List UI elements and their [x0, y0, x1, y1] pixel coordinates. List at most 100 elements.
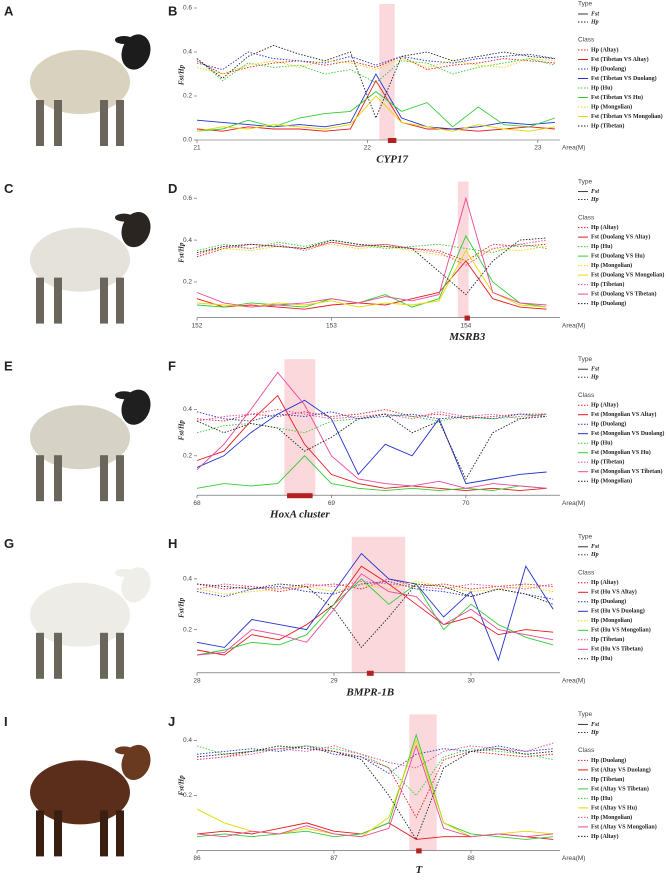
series-line: [196, 413, 547, 480]
sheep-leg: [116, 100, 124, 146]
x-tick-label: 87: [330, 855, 338, 862]
x-tick-label: 88: [467, 855, 475, 862]
sheep-leg: [54, 810, 62, 857]
sheep-leg: [36, 455, 44, 502]
legend-label: Fst (Altay VS Duolang): [591, 766, 651, 773]
image-panel-letter: C: [4, 181, 14, 196]
type-legend-label: Hp: [590, 197, 599, 203]
sheep-body: [30, 582, 130, 647]
image-panel-letter: I: [4, 714, 8, 729]
series-line: [196, 745, 554, 797]
sheep-leg: [54, 455, 62, 502]
type-legend-label: Hp: [590, 730, 599, 736]
type-legend-title: Type: [578, 534, 592, 541]
highlight-region: [351, 536, 406, 673]
series-line: [196, 234, 547, 308]
series-line: [196, 578, 554, 656]
legend-label: Hp (Tibetan): [591, 636, 624, 643]
sheep-ear: [115, 213, 133, 222]
type-legend-title: Type: [578, 711, 592, 718]
legend-label: Hp (Duolang): [591, 300, 626, 307]
highlight-region: [457, 181, 469, 318]
series-line: [196, 196, 547, 308]
x-tick-label: 153: [326, 322, 337, 329]
sheep-ear: [115, 746, 133, 755]
legend-label: Hp (Duolang): [591, 421, 626, 428]
legend-label: Fst (Mongolian VS Tibetan): [591, 468, 663, 475]
legend-label: Hp (Hu): [591, 440, 613, 447]
gene-label: MSRB3: [448, 331, 486, 343]
y-tick-label: 0.6: [183, 195, 192, 202]
gene-label: T: [416, 864, 424, 876]
y-tick-label: 0.0: [183, 137, 192, 144]
sheep-leg: [100, 100, 108, 146]
legend-label: Fst (Hu VS Altay): [591, 589, 637, 596]
legend-label: Hp (Tibetan): [591, 459, 624, 466]
series-line: [196, 578, 554, 593]
panel: E F 0.2 0.4 68 69 70 Area(M) Fst/Hp HoxA cluster T…: [4, 356, 664, 521]
series-line: [196, 95, 555, 132]
image-panel-letter: E: [4, 359, 13, 374]
series-line: [196, 745, 554, 819]
series-line: [196, 573, 554, 656]
panel: I J 0.2 0.4 86 87 88 Area(M) Fst/Hp T Type Fst Hp Cla…: [4, 711, 657, 876]
gene-label: HoxA cluster: [269, 509, 330, 521]
type-legend-title: Type: [578, 178, 592, 185]
legend-label: Hp (Tibetan): [591, 122, 624, 129]
series-line: [196, 409, 547, 422]
legend-label: Fst (Duolang VS Tibetan): [591, 290, 657, 297]
y-tick-label: 0.2: [183, 279, 192, 286]
type-legend-label: Fst: [591, 544, 599, 550]
x-tick-label: 68: [193, 500, 201, 507]
legend-label: Fst (Tibetan VS Altay): [591, 56, 649, 63]
x-tick-label: 69: [328, 500, 336, 507]
highlight-region: [284, 359, 316, 496]
sheep-ear: [115, 36, 133, 44]
x-axis-label: Area(M): [562, 678, 585, 685]
legend-label: Hp (Tibetan): [591, 281, 624, 288]
series-line: [196, 239, 547, 254]
series-line: [196, 58, 555, 75]
x-axis-label: Area(M): [562, 500, 585, 507]
legend-label: Hp (Mongolian): [591, 262, 632, 269]
series-line: [196, 58, 556, 84]
series-line: [196, 565, 554, 656]
type-legend-title: Type: [578, 356, 592, 363]
sheep-image: [30, 744, 151, 857]
sheep-leg: [100, 632, 108, 679]
y-axis-label: Fst/Hp: [178, 64, 186, 85]
series-line: [196, 744, 554, 838]
series-line: [196, 409, 547, 422]
type-legend-label: Fst: [591, 722, 599, 728]
y-tick-label: 0.4: [183, 737, 192, 744]
y-tick-label: 0.2: [183, 453, 192, 460]
chart-panel-letter: J: [168, 714, 175, 729]
type-legend-label: Hp: [590, 552, 599, 558]
legend-label: Hp (Mongolian): [591, 103, 632, 110]
legend-label: Hp (Mongolian): [591, 617, 632, 624]
image-panel-letter: A: [4, 3, 14, 18]
sheep-leg: [54, 277, 62, 324]
series-line: [196, 73, 555, 130]
type-legend-label: Fst: [591, 189, 599, 195]
panel: A B 0.0 0.2 0.4 0.6 21 22 23 Area(M) Fst/Hp CYP17 Ty…: [4, 1, 663, 166]
legend-label: Fst (Hu VS Mongolian): [591, 627, 651, 634]
y-tick-label: 0.2: [183, 792, 192, 799]
type-legend-label: Fst: [591, 11, 599, 17]
sheep-ear: [115, 568, 133, 577]
series-line: [196, 79, 555, 132]
sheep-leg: [36, 100, 44, 146]
chart-panel-letter: H: [168, 536, 177, 551]
sheep-leg: [36, 632, 44, 679]
gene-marker: [366, 670, 374, 676]
series-line: [196, 583, 554, 649]
sheep-leg: [100, 810, 108, 857]
series-line: [196, 580, 554, 595]
legend-label: Hp (Altay): [591, 224, 619, 231]
y-axis-label: Fst/Hp: [178, 775, 186, 796]
legend-label: Fst (Tibetan VS Mongolian): [591, 113, 663, 120]
series-line: [196, 745, 554, 774]
series-line: [196, 399, 547, 485]
sheep-image: [30, 34, 151, 146]
